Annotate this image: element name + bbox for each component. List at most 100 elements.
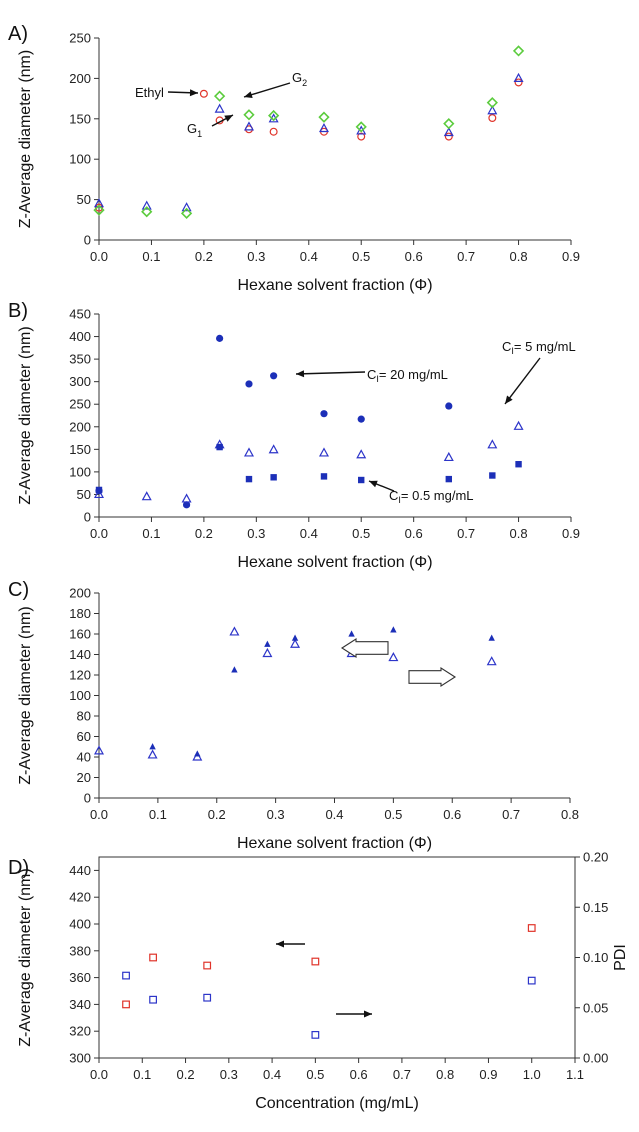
data-point (229, 626, 240, 636)
arrow-ethyl (167, 89, 199, 97)
y-tick-label: 20 (77, 770, 91, 785)
x-tick-label: 0.3 (247, 249, 265, 264)
arrow-ci-20-head (296, 370, 305, 378)
annotation-ci-20: CI= 20 mg/mL (367, 367, 448, 384)
arrow-g2-shaft (243, 82, 291, 98)
y2-axis-label: PDI (612, 944, 629, 971)
y-axis-label: Z-Average diameter (nm) (17, 606, 34, 784)
data-point (388, 652, 399, 662)
panel-label: A) (8, 23, 28, 45)
data-point (270, 474, 277, 481)
data-point (94, 203, 103, 212)
x-tick-label: 0.2 (195, 249, 213, 264)
series-1 (95, 334, 453, 509)
y-tick-label: 380 (69, 943, 91, 958)
x-tick-label: 0.5 (306, 1067, 324, 1082)
data-point (355, 121, 367, 133)
y-tick-label: 450 (69, 307, 91, 322)
y-tick-label: 200 (69, 419, 91, 434)
y-tick-label: 400 (69, 917, 91, 932)
data-point (514, 78, 523, 87)
y-tick-label: 100 (69, 688, 91, 703)
data-point (147, 749, 158, 759)
x-tick-label: 0.6 (405, 526, 423, 541)
data-point (488, 634, 495, 641)
data-point (358, 476, 365, 484)
panel-label: D) (8, 857, 29, 879)
data-point (318, 122, 329, 133)
x-tick-label: 0.4 (300, 249, 318, 264)
x-axis-label: Hexane solvent fraction (Φ) (237, 554, 432, 571)
y-tick-label: 0 (84, 510, 91, 525)
data-point (268, 109, 280, 122)
data-point (356, 449, 367, 459)
x-tick-label: 0.0 (90, 1067, 108, 1082)
annotation-ci-20-subscript: I (376, 374, 379, 384)
data-point (214, 103, 225, 113)
data-point (180, 207, 193, 219)
data-point (357, 415, 365, 423)
x-tick-label: 0.5 (384, 807, 402, 822)
y-tick-label: 300 (69, 1051, 91, 1066)
y-tick-label: 160 (69, 627, 91, 642)
x-tick-label: 0.1 (149, 807, 167, 822)
series-2 (122, 971, 536, 1039)
series-1 (93, 626, 497, 761)
y-tick-label: 150 (69, 111, 91, 126)
y-axis-label: Z-Average diameter (nm) (17, 326, 34, 504)
data-point (311, 957, 320, 966)
y2-tick-label: 0.00 (583, 1051, 608, 1066)
annotation-ci-0-5-subscript: I (398, 495, 401, 505)
data-point (268, 444, 279, 454)
data-point (290, 638, 301, 648)
data-point (141, 200, 152, 210)
data-point (527, 924, 536, 932)
x-tick-label: 0.1 (142, 249, 160, 264)
y-axis-label: Z-Average diameter (nm) (17, 868, 34, 1046)
y-tick-label: 200 (69, 71, 91, 86)
hollow-arrow-right (408, 666, 457, 688)
data-point (194, 750, 201, 757)
data-point (515, 461, 522, 468)
data-point (182, 501, 191, 509)
x-tick-label: 1.1 (566, 1067, 584, 1082)
data-point (243, 121, 255, 131)
x-tick-label: 0.8 (510, 249, 528, 264)
y-tick-label: 80 (77, 709, 91, 724)
x-tick-label: 0.3 (220, 1067, 238, 1082)
data-point (216, 443, 223, 451)
x-axis-label: Concentration (mg/mL) (255, 1095, 419, 1112)
data-point (443, 118, 455, 130)
y-tick-label: 60 (77, 729, 91, 744)
y-tick-label: 350 (69, 352, 91, 367)
y-tick-label: 250 (69, 31, 91, 46)
data-point (357, 132, 366, 141)
data-point (291, 634, 299, 641)
annotation-g1-subscript: 1 (197, 129, 202, 139)
panel-label: C) (8, 579, 29, 601)
y-tick-label: 120 (69, 668, 91, 683)
data-point (199, 89, 208, 98)
y-tick-label: 40 (77, 750, 91, 765)
x-tick-label: 0.5 (352, 526, 370, 541)
x-tick-label: 1.0 (523, 1067, 541, 1082)
data-point (141, 491, 152, 501)
series-3 (95, 443, 522, 494)
y2-tick-label: 0.20 (583, 850, 608, 865)
y-tick-label: 0 (84, 233, 91, 248)
data-point (443, 126, 454, 137)
y-tick-label: 300 (69, 374, 91, 389)
x-tick-label: 0.9 (479, 1067, 497, 1082)
y2-tick-label: 0.10 (583, 950, 608, 965)
y-tick-label: 150 (69, 442, 91, 457)
data-point (95, 486, 103, 494)
data-point (270, 372, 278, 380)
data-point (445, 475, 453, 483)
data-point (243, 447, 255, 457)
data-point (269, 127, 278, 136)
data-point (487, 439, 498, 449)
x-tick-label: 0.2 (208, 807, 226, 822)
x-tick-label: 0.7 (457, 526, 475, 541)
x-tick-label: 0.0 (90, 249, 108, 264)
